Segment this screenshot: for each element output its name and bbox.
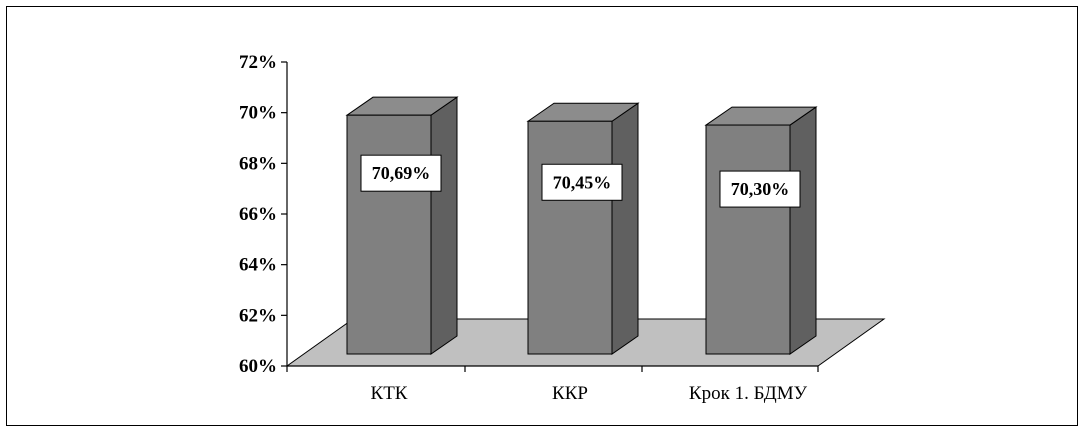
- x-category-label: КТК: [371, 383, 408, 404]
- y-tick-label: 64%: [239, 255, 277, 276]
- y-tick-label: 68%: [239, 153, 277, 174]
- bar-side-face: [430, 96, 458, 355]
- bar-side-face: [789, 106, 817, 355]
- data-label: 70,45%: [553, 172, 612, 192]
- y-tick-label: 60%: [239, 356, 277, 377]
- y-tick-label: 72%: [239, 52, 277, 73]
- bar-chart: 60% 62% 64% 66% 68% 70% 72% 70,69% 70,45% 70,30% К…: [239, 52, 886, 404]
- bar-2: 70,45%: [526, 102, 640, 355]
- y-tick-label: 66%: [239, 204, 277, 225]
- data-label: 70,30%: [731, 179, 790, 199]
- data-label-box: [541, 163, 623, 201]
- data-label-box: [719, 170, 801, 208]
- bar-front-face: [527, 120, 613, 355]
- bar-front-face: [346, 114, 432, 355]
- bar-side-face: [611, 102, 639, 355]
- bar-1: 70,69%: [345, 96, 459, 355]
- bar-3: 70,30%: [704, 106, 818, 355]
- x-category-label: ККР: [552, 383, 588, 404]
- y-tick-label: 62%: [239, 305, 277, 326]
- y-tick-label: 70%: [239, 103, 277, 124]
- data-label-box: [360, 154, 442, 192]
- x-category-label: Крок 1. БДМУ: [689, 383, 808, 404]
- data-label: 70,69%: [372, 163, 431, 183]
- bar-front-face: [705, 124, 791, 355]
